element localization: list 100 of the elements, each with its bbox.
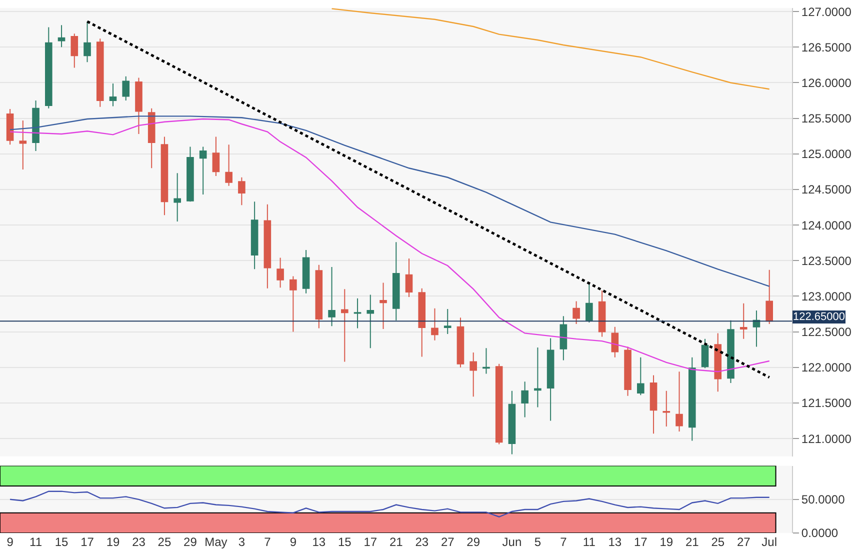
x-tick-label: 15 [338, 535, 352, 549]
line-series [9, 116, 770, 287]
x-tick-label: 11 [582, 535, 596, 549]
candlestick [701, 338, 709, 369]
x-tick-label: May [204, 535, 228, 549]
x-tick-label: 15 [54, 535, 69, 549]
candlestick [766, 269, 773, 324]
candlestick [482, 348, 490, 374]
candlestick [276, 257, 284, 288]
candlestick [727, 320, 734, 384]
y-tick-label: 124.5000 [801, 182, 852, 197]
candlestick [676, 371, 683, 432]
candlestick [637, 356, 644, 396]
y-tick-label: 50.0000 [801, 492, 846, 507]
candlestick [341, 288, 348, 362]
candlestick [174, 172, 181, 222]
candlestick [431, 308, 438, 341]
line-series [9, 118, 770, 372]
x-tick-label: 25 [158, 535, 172, 549]
candlestick [290, 276, 297, 332]
candlestick [534, 346, 542, 408]
y-tick-label: 121.0000 [801, 432, 852, 446]
x-tick-label: 7 [264, 535, 272, 549]
candlestick [328, 266, 336, 327]
candlestick [456, 317, 464, 368]
y-tick-label: 125.0000 [801, 147, 852, 162]
candlestick [84, 21, 91, 63]
candlestick [611, 326, 619, 358]
candlestick [199, 146, 207, 195]
candlestick [521, 381, 528, 418]
candlestick [380, 282, 387, 330]
x-tick-label: Jun [502, 535, 522, 549]
x-tick-label: Jul [762, 535, 778, 549]
y-tick-label: 125.5000 [801, 112, 852, 126]
x-tick-label: 17 [634, 535, 648, 549]
x-tick-label: 23 [132, 535, 146, 549]
candlestick [122, 76, 130, 102]
x-tick-label: 21 [389, 535, 404, 549]
x-tick-label: 29 [466, 535, 480, 549]
candlestick [148, 108, 156, 169]
candlestick [470, 352, 477, 398]
candlestick [546, 338, 554, 422]
candlestick [624, 346, 632, 396]
x-tick-label: 9 [6, 535, 14, 549]
candlestick [250, 201, 258, 270]
candlestick [366, 294, 374, 349]
candlestick [19, 120, 27, 170]
x-tick-label: 13 [608, 535, 622, 549]
candlestick [212, 136, 220, 176]
candlestick [354, 298, 362, 329]
line-series [331, 8, 770, 90]
x-tick-label: 3 [238, 535, 246, 549]
candlestick [58, 24, 66, 48]
candlestick [160, 136, 168, 216]
candlestick [714, 332, 722, 392]
y-tick-label: 122.0000 [801, 360, 852, 375]
ref-line-label: 122.65000 [793, 311, 845, 323]
x-tick-label: 5 [534, 535, 542, 549]
candlestick [662, 390, 670, 427]
candlestick [96, 38, 104, 108]
x-tick-label: 11 [30, 535, 42, 549]
y-tick-label: 126.0000 [801, 76, 852, 90]
y-tick-label: 123.0000 [801, 289, 852, 304]
candlestick [315, 264, 323, 329]
candlestick [6, 108, 14, 146]
x-tick-label: 7 [560, 535, 568, 549]
candlestick [650, 374, 658, 434]
candlestick [32, 100, 40, 152]
x-tick-label: 17 [364, 535, 378, 549]
x-tick-label: 19 [660, 535, 674, 549]
candlestick [444, 308, 452, 334]
candlestick [418, 288, 426, 358]
y-tick-label: 123.5000 [801, 254, 852, 268]
candlestick [186, 146, 194, 202]
candlestick [572, 300, 580, 324]
candlestick [392, 242, 400, 321]
x-tick-label: 13 [312, 535, 326, 549]
x-tick-label: 25 [711, 535, 725, 549]
y-tick-label: 127.0000 [801, 4, 852, 19]
candlestick [302, 249, 310, 294]
x-tick-label: 21 [685, 535, 700, 549]
candlestick [44, 26, 52, 109]
candlestick [264, 204, 272, 289]
candlestick [560, 316, 568, 361]
candlestick [405, 258, 413, 298]
line-series [9, 490, 770, 518]
candlestick [752, 310, 760, 348]
y-tick-label: 0.0000 [801, 526, 838, 540]
x-tick-label: 27 [736, 535, 751, 549]
x-tick-label: 23 [415, 535, 429, 549]
x-tick-label: 27 [440, 535, 455, 549]
x-tick-label: 17 [80, 535, 94, 549]
candlestick [238, 176, 246, 206]
y-tick-label: 124.0000 [801, 218, 852, 232]
candlestick [495, 363, 503, 445]
y-tick-label: 121.5000 [801, 396, 852, 410]
y-tick-label: 122.5000 [801, 325, 852, 340]
candlestick [598, 290, 606, 338]
x-tick-label: 9 [290, 535, 297, 549]
y-tick-label: 126.5000 [801, 40, 852, 54]
